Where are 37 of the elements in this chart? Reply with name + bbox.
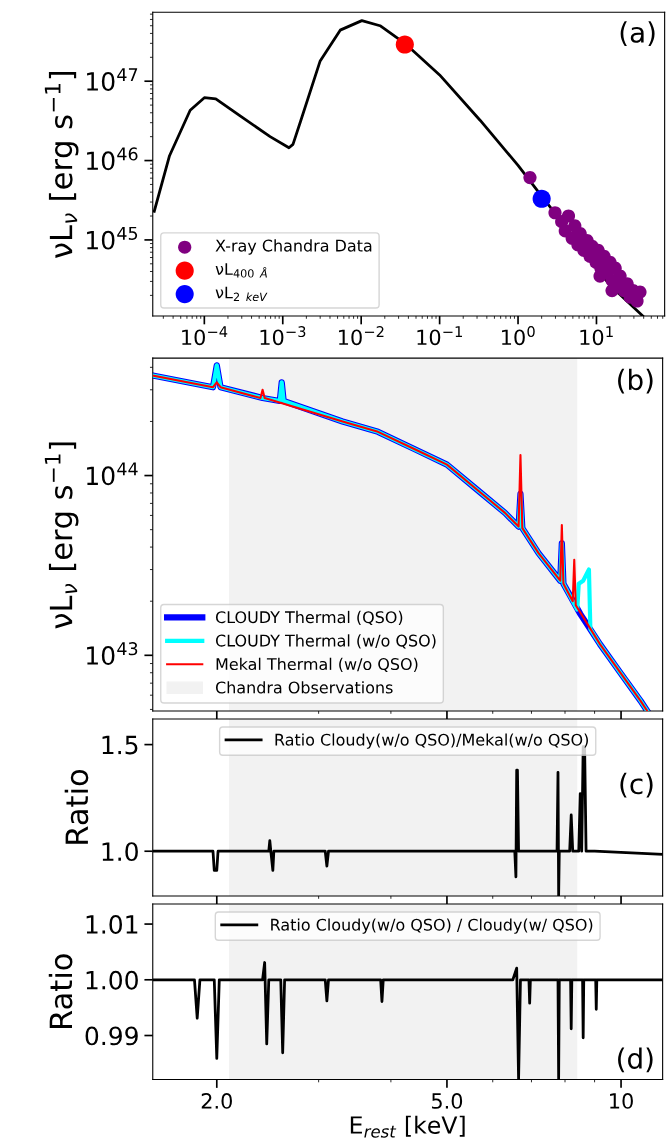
y-axis-title: νL$_{ν}$ [erg s$^{−1}$]	[44, 71, 79, 259]
y-axis-title: νL$_{ν}$ [erg s$^{−1}$]	[44, 442, 79, 629]
x-tick-label: 10$^{0}$	[502, 326, 535, 346]
legend-label: Mekal Thermal (w/o QSO)	[216, 657, 418, 672]
y-tick-label: 1.0	[102, 842, 138, 862]
annotation: (a)	[620, 21, 655, 47]
legend-label: νL$_{400 Å}$	[215, 263, 267, 278]
x-tick-label: 5.0	[431, 1093, 463, 1109]
y-tick-label: 10$^{43}$	[87, 642, 138, 665]
legend-label: X-ray Chandra Data	[215, 239, 372, 255]
y-tick-label: 10$^{46}$	[87, 147, 138, 171]
y-tick-label: 10$^{45}$	[87, 226, 138, 250]
annotation: (c)	[620, 772, 653, 798]
x-axis-title: E$_{rest}$ [keV]	[350, 1115, 465, 1138]
x-tick-label: 10$^{−2}$	[339, 326, 384, 346]
x-tick-label: 10$^{1}$	[580, 326, 613, 346]
y-tick-label: 10$^{47}$	[87, 68, 138, 91]
legend-label: Ratio Cloudy(w/o QSO)/Mekal(w/o QSO)	[275, 733, 588, 749]
x-tick-label: 10	[610, 1093, 633, 1109]
annotation: (b)	[618, 368, 653, 394]
y-tick-label: 10$^{44}$	[87, 462, 138, 486]
legend-label: Ratio Cloudy(w/o QSO) / Cloudy(w/ QSO)	[271, 918, 593, 934]
band-label: Chandra Observations	[215, 681, 393, 694]
y-axis-title: Ratio	[64, 769, 89, 844]
legend-label: CLOUDY Thermal (w/o QSO)	[215, 634, 436, 649]
legend-label: CLOUDY Thermal (QSO)	[215, 610, 403, 626]
x-tick-label: 10$^{−3}$	[260, 326, 306, 346]
y-tick-label: 0.99	[85, 1026, 138, 1046]
y-tick-label: 1.01	[86, 915, 138, 934]
annotation: (d)	[618, 1047, 653, 1073]
y-tick-label: 1.5	[102, 735, 138, 755]
x-tick-label: 2.0	[201, 1093, 232, 1109]
legend-label: νL$_{2 keV}$	[215, 286, 268, 302]
y-tick-label: 1.00	[86, 970, 138, 990]
x-tick-label: 10$^{−1}$	[417, 326, 462, 346]
x-tick-label: 10$^{−4}$	[182, 326, 228, 346]
y-axis-title: Ratio	[48, 954, 73, 1028]
